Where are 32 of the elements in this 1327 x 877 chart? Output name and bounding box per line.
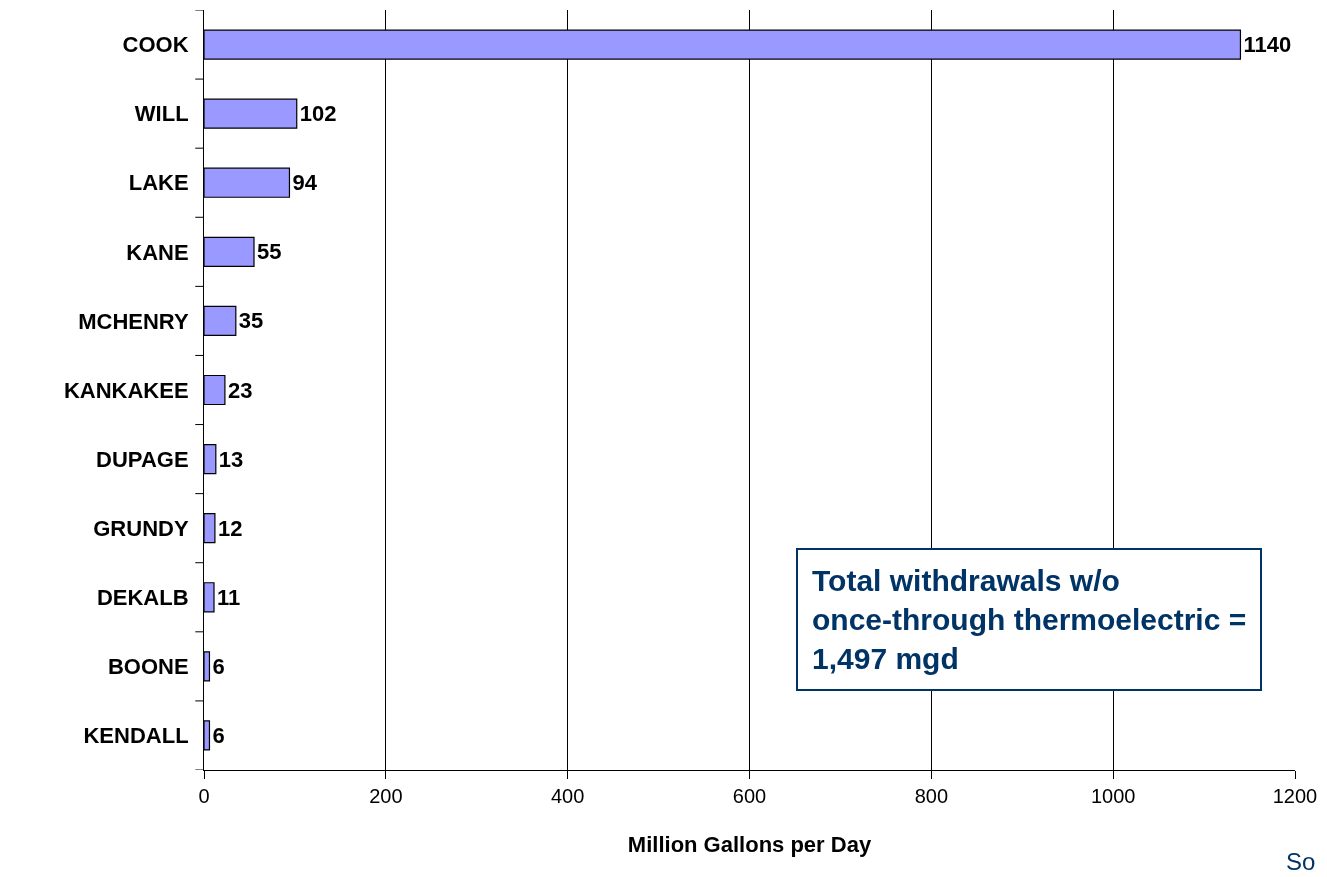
text: So [1286, 848, 1316, 875]
y-tick-label: KANKAKEE [63, 377, 189, 403]
y-tick-label: KENDALL [83, 723, 189, 749]
data-label: 1140 [1243, 32, 1292, 58]
data-label: 11 [217, 584, 241, 610]
data-label: 55 [257, 239, 282, 265]
x-axis-title: Million Gallons per Day [627, 831, 872, 857]
x-tick-label: 200 [369, 785, 403, 807]
data-label: 13 [218, 446, 244, 472]
y-tick-label: GRUNDY [93, 515, 189, 541]
y-tick-label: LAKE [128, 170, 189, 196]
data-label: 23 [227, 377, 253, 403]
y-tick-label: DUPAGE [96, 446, 189, 472]
y-tick-label: KANE [126, 239, 189, 265]
data-label: 12 [217, 515, 243, 541]
x-tick-label: 800 [914, 785, 949, 807]
x-tick-label: 1200 [1272, 785, 1318, 807]
y-tick-label: MCHENRY [78, 308, 189, 334]
y-tick-label: DEKALB [96, 584, 189, 610]
data-label: 6 [212, 653, 225, 679]
data-label: 6 [212, 722, 225, 748]
y-tick-label: WILL [134, 101, 189, 127]
x-tick-label: 0 [198, 785, 210, 807]
y-tick-label: COOK [122, 32, 189, 58]
data-label: 35 [238, 308, 264, 334]
x-tick-label: 1000 [1090, 785, 1136, 807]
x-tick-label: 600 [732, 785, 767, 807]
y-tick-label: BOONE [107, 654, 189, 680]
data-label: 102 [299, 101, 337, 127]
data-label: 94 [292, 170, 318, 196]
x-tick-label: 400 [550, 785, 585, 807]
annotation: Total withdrawals w/o once-through thermoelectric = 1,497 mgd [812, 564, 1247, 675]
